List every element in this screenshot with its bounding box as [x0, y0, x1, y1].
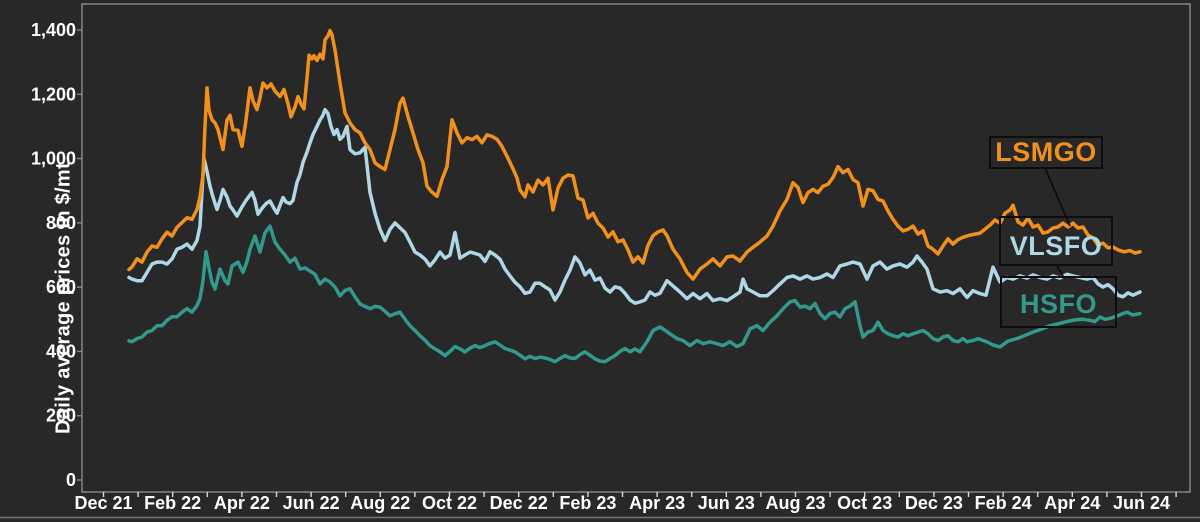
- series-line-lsmgo: [127, 28, 1142, 281]
- series-line-hsfo: [127, 224, 1142, 364]
- y-tick-label: 1,000: [31, 149, 76, 169]
- x-tick-label: Aug 23: [765, 493, 825, 513]
- y-tick-label: 800: [46, 213, 76, 233]
- x-tick-label: Aug 22: [350, 493, 410, 513]
- series-label-hsfo-text: HSFO: [1019, 289, 1097, 319]
- series-label-lsmgo: LSMGO: [989, 136, 1103, 169]
- x-tick-label: Feb 23: [559, 493, 616, 513]
- x-tick-label: Feb 24: [975, 493, 1032, 513]
- x-tick-label: Oct 23: [837, 493, 892, 513]
- x-tick-label: Dec 22: [490, 493, 548, 513]
- x-tick-label: Feb 22: [144, 493, 201, 513]
- x-tick-label: Apr 23: [629, 493, 685, 513]
- series-label-vlsfo: VLSFO: [999, 216, 1113, 266]
- series-line-vlsfo: [127, 107, 1142, 305]
- x-tick-label: Jun 24: [1113, 493, 1170, 513]
- x-tick-label: Jun 22: [283, 493, 340, 513]
- x-tick-label: Dec 23: [905, 493, 963, 513]
- plot-border: [81, 3, 1191, 493]
- y-tick-label: 1,200: [31, 84, 76, 104]
- y-tick-label: 400: [46, 341, 76, 361]
- y-tick-label: 200: [46, 406, 76, 426]
- series-label-vlsfo-text: VLSFO: [1009, 231, 1103, 261]
- series-label-hsfo: HSFO: [1000, 276, 1117, 328]
- x-tick-label: Oct 22: [422, 493, 477, 513]
- y-tick-label: 1,400: [31, 20, 76, 40]
- y-axis-title: Daily average prices in $/mt: [52, 162, 75, 434]
- series-label-lsmgo-text: LSMGO: [995, 137, 1097, 167]
- x-tick-label: Dec 21: [74, 493, 132, 513]
- x-tick-label: Apr 24: [1044, 493, 1100, 513]
- y-tick-label: 600: [46, 277, 76, 297]
- x-tick-label: Apr 22: [214, 493, 270, 513]
- x-tick-label: Jun 23: [698, 493, 755, 513]
- y-tick-label: 0: [66, 470, 76, 490]
